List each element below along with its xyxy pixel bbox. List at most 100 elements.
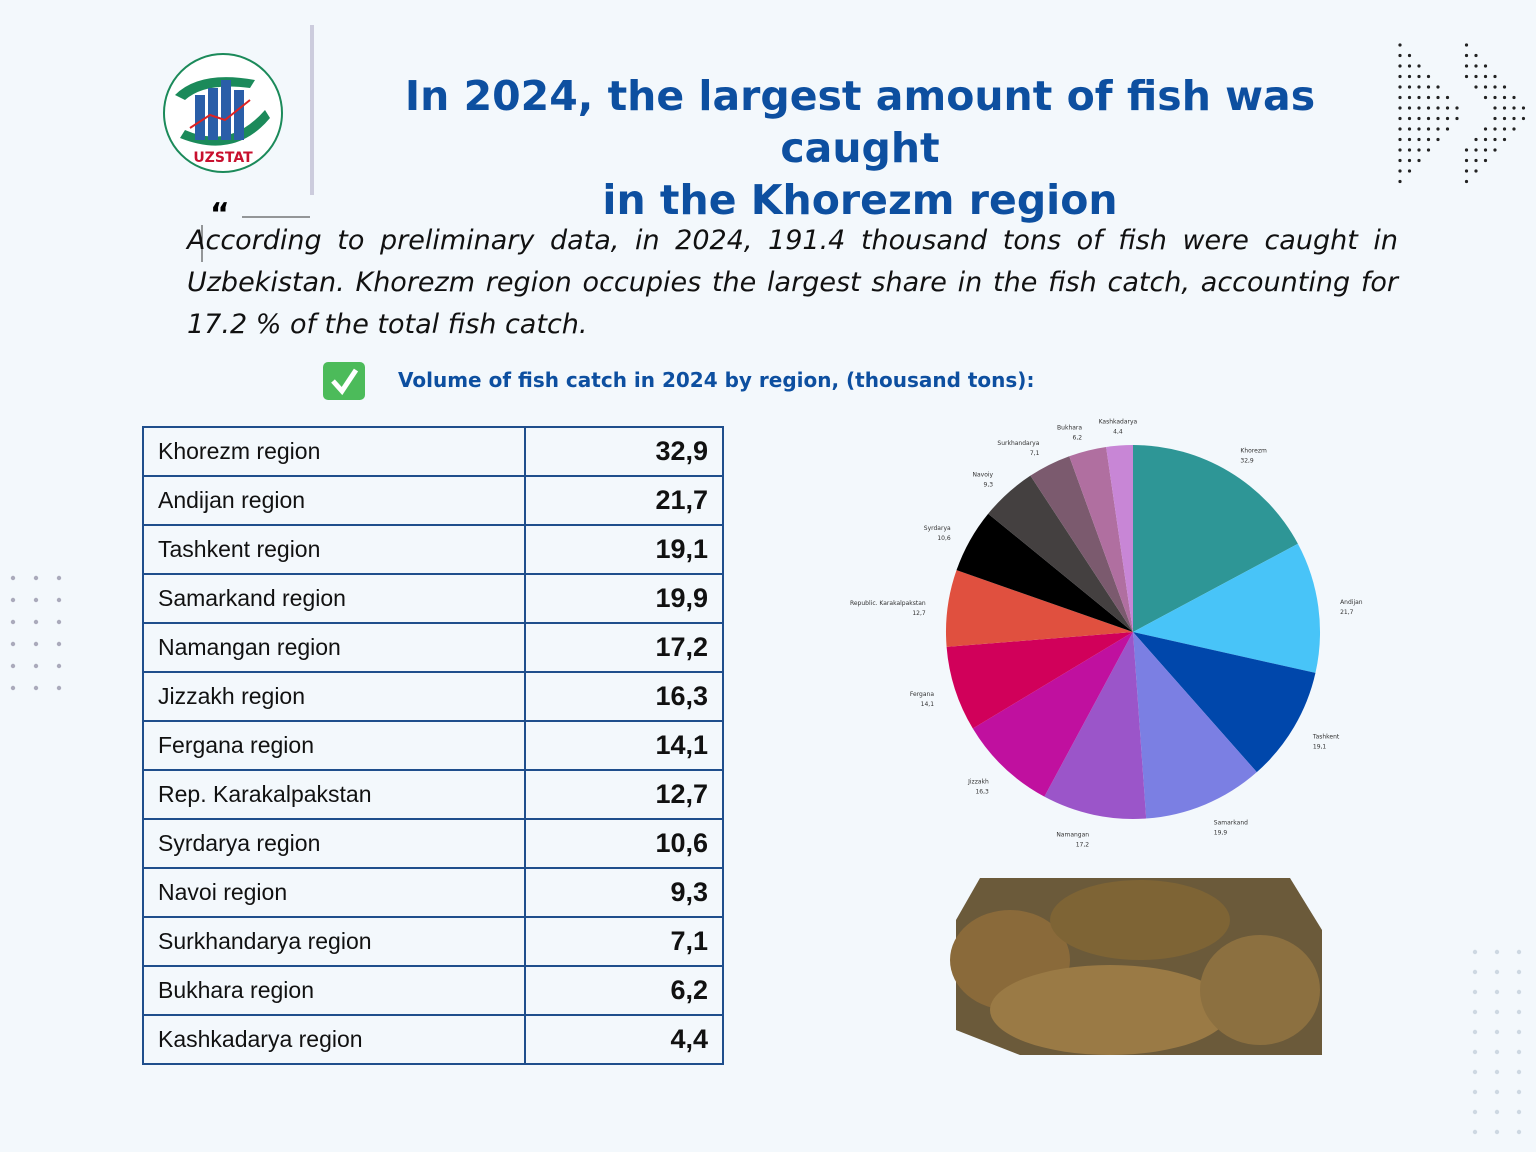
dot [1445,127,1450,131]
dot [56,685,62,691]
dot [1502,106,1507,110]
dot [1407,116,1412,121]
dot [1493,74,1497,79]
dot [1398,158,1402,163]
dot [1407,158,1412,163]
dot [1474,74,1478,79]
value-cell: 16,3 [524,671,724,722]
dot [56,597,62,603]
pie-slice [988,475,1133,632]
value-cell: 7,1 [524,916,724,967]
dot [1516,1089,1522,1095]
dot [1474,148,1478,152]
quote-mark: “ [210,197,230,232]
dot [1436,95,1440,100]
slice-label: Surkhandarya [997,440,1039,447]
table-row: Namangan region 17,2 [142,622,724,673]
dot [1472,989,1478,995]
dot [10,685,16,691]
dot [1426,127,1431,131]
dot [1464,179,1469,184]
dot [1472,1069,1478,1075]
dot [1426,148,1431,152]
dot [1417,106,1421,110]
dot [1407,53,1412,58]
value-cell: 32,9 [524,426,724,477]
logo-text: UZSTAT [193,150,253,166]
value-cell: 4,4 [524,1014,724,1065]
slice-value: 14,1 [921,701,935,708]
dot [1417,64,1421,68]
value-cell: 19,9 [524,573,724,624]
dot [1516,949,1522,955]
value-cell: 9,3 [524,867,724,918]
slice-value: 6,2 [1073,434,1083,441]
pie-slice [1069,446,1133,632]
dot [1494,1029,1500,1035]
region-cell: Syrdarya region [142,818,526,869]
pie-slice [1030,456,1133,632]
slice-label: Tashkent [1312,733,1340,740]
slice-value: 9,3 [984,482,994,489]
dot [1445,95,1450,100]
dot [1398,95,1402,100]
dot [1474,53,1478,58]
dot [1474,64,1478,68]
pie-slice [1133,632,1257,819]
dot [1512,95,1516,100]
dot [1398,137,1402,142]
dot [1472,1129,1478,1135]
dot [1398,148,1402,152]
dot [1483,74,1488,79]
dot [1398,85,1402,89]
dot [1417,127,1421,131]
dot [1474,137,1478,142]
slice-label: Fergana [910,691,934,698]
dot [1483,64,1488,68]
dot [1483,95,1488,100]
dot [1398,106,1402,110]
dot [1426,85,1431,89]
dot [1493,127,1497,131]
dot [1398,74,1402,79]
dot [1502,116,1507,121]
dot [33,641,39,647]
dot [1464,158,1469,163]
region-cell: Namangan region [142,622,526,673]
dot [1417,158,1421,163]
dot [1516,1069,1522,1075]
check-icon [323,362,365,400]
dot [1494,1069,1500,1075]
dot [1516,1009,1522,1015]
table-row: Jizzakh region 16,3 [142,671,724,722]
table-row: Bukhara region 6,2 [142,965,724,1016]
region-cell: Samarkand region [142,573,526,624]
dot [1516,1049,1522,1055]
value-cell: 12,7 [524,769,724,820]
dot [1512,116,1516,121]
region-cell: Tashkent region [142,524,526,575]
logo: UZSTAT [163,25,314,195]
dot [1483,137,1488,142]
dot [1494,1089,1500,1095]
dot [1398,116,1402,121]
decor-dots [10,43,1526,1135]
dot [1464,53,1469,58]
dot [1426,95,1431,100]
dot [1512,106,1516,110]
dot [1407,85,1412,89]
table-row: Khorezm region 32,9 [142,426,724,477]
dot [1417,95,1421,100]
dot [1426,137,1431,142]
slice-label: Andijan [1340,599,1363,606]
pie-chart: Khorezm 32,9 Andijan 21,7 Tashkent 19,1 Samark… [850,419,1363,849]
dot [1472,1009,1478,1015]
data-table: Khorezm region 32,9 Andijan region 21,7 Tash… [142,426,724,1065]
dot [1512,127,1516,131]
slice-value: 12,7 [912,610,926,617]
dot [56,663,62,669]
dot [1398,179,1402,184]
value-cell: 17,2 [524,622,724,673]
slice-label: Namangan [1056,831,1089,838]
table-row: Syrdarya region 10,6 [142,818,724,869]
